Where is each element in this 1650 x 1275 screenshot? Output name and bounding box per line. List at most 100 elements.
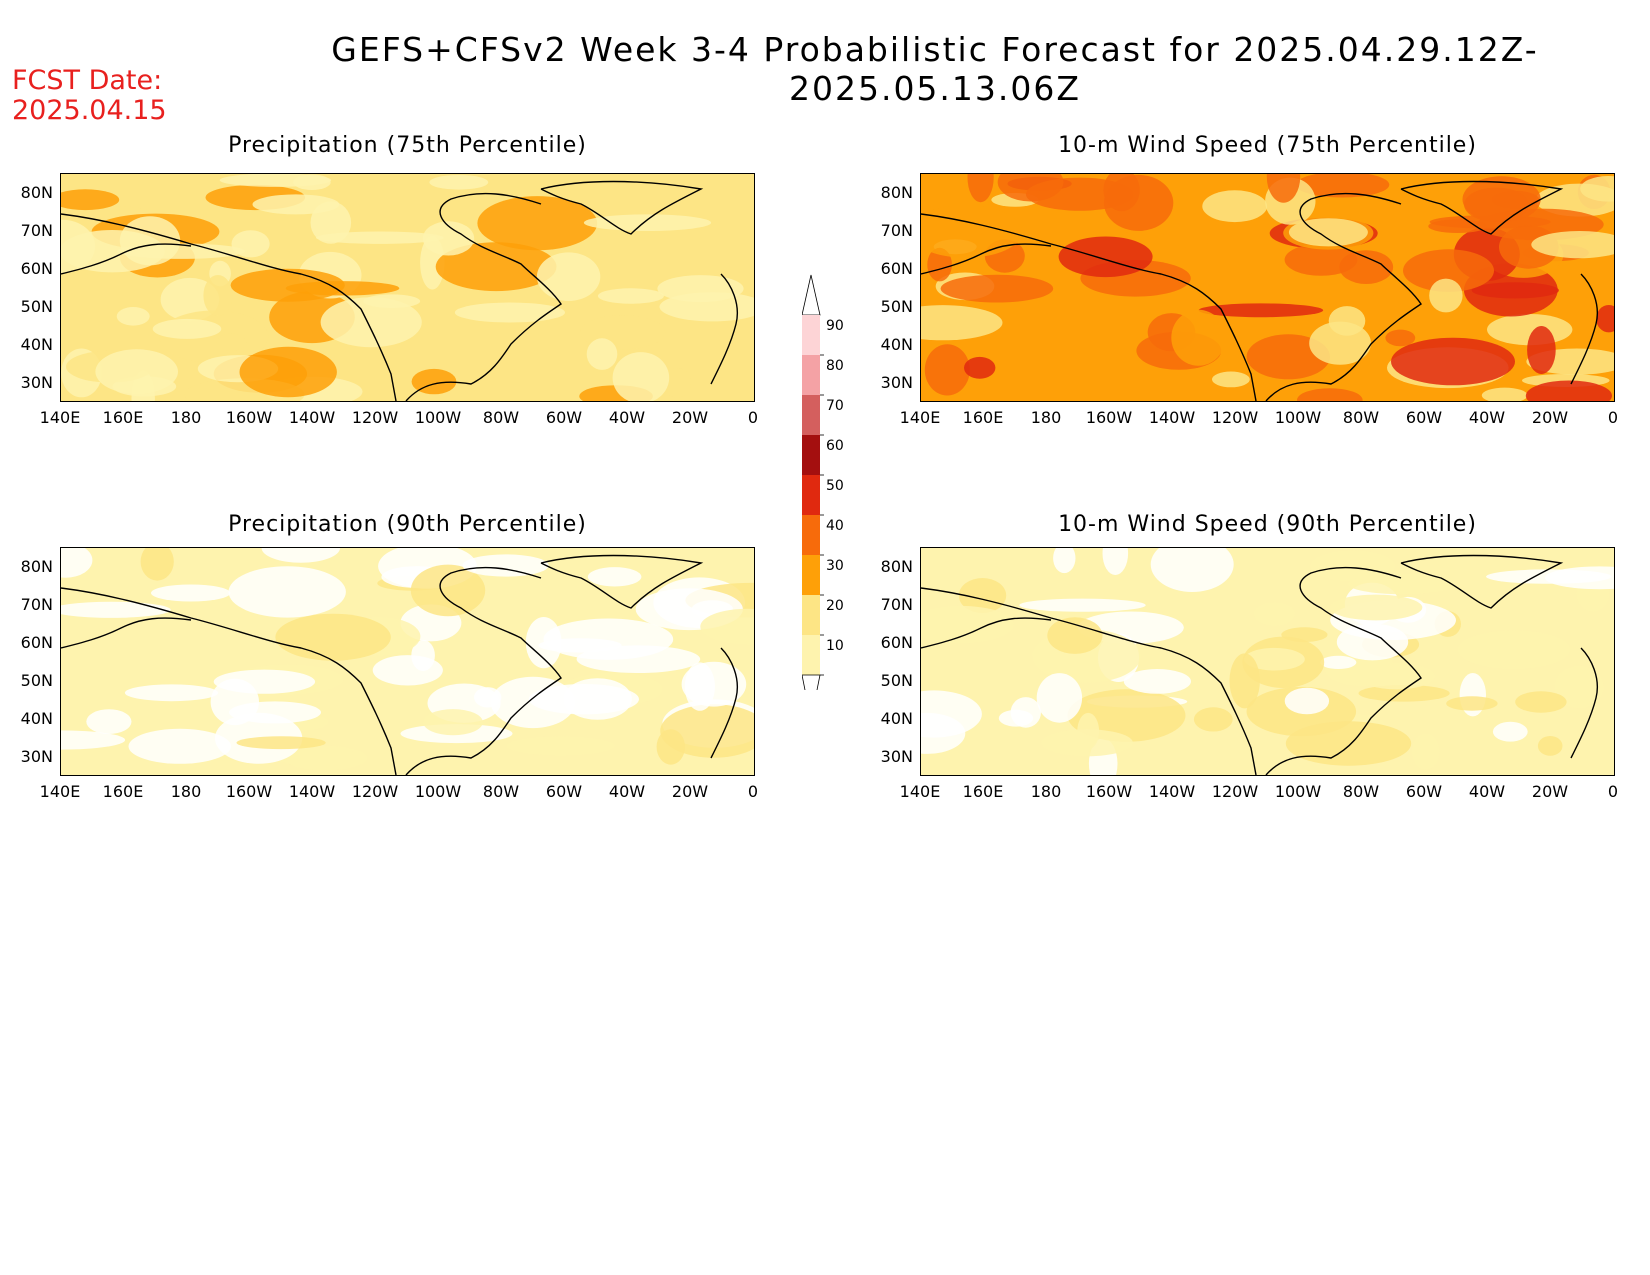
panel-title-wind-75: 10-m Wind Speed (75th Percentile) (1058, 133, 1477, 158)
contour-patch (1310, 550, 1396, 582)
contour-patch (1403, 249, 1494, 292)
contour-patch (921, 690, 982, 738)
lon-label: 20W (671, 782, 709, 801)
lon-label: 140W (1148, 782, 1196, 801)
lat-label: 70N (20, 595, 53, 614)
coastline (921, 180, 1598, 401)
contour-patch (597, 288, 664, 304)
contour-patch (320, 297, 422, 348)
contour-patch (61, 548, 93, 578)
contour-patch (1525, 380, 1612, 401)
lon-label: 180 (170, 408, 202, 427)
fcst-label: FCST Date: (12, 65, 163, 96)
colorbar-label: 30 (826, 558, 844, 574)
fcst-date-block: FCST Date: 2025.04.15 (12, 66, 167, 126)
lat-label: 80N (20, 183, 53, 202)
contour-patch (921, 305, 1003, 341)
contour-patch (1309, 321, 1371, 365)
contour-patch (1527, 326, 1556, 374)
contour-patch (1248, 269, 1290, 285)
lat-label: 70N (880, 595, 913, 614)
colorbar-segment (802, 315, 820, 355)
contour-patch (657, 275, 744, 303)
contour-patch (927, 247, 952, 282)
lon-label: 160E (962, 408, 1004, 427)
contour-patch (429, 175, 489, 190)
contour-patch (536, 252, 601, 301)
lon-label: 160E (962, 782, 1004, 801)
map-wind-90 (920, 547, 1615, 776)
contour-patch (239, 346, 337, 398)
contour-patch (1058, 236, 1153, 278)
contour-patch (252, 194, 340, 215)
lat-label: 40N (880, 709, 913, 728)
lat-label: 60N (880, 633, 913, 652)
contour-patch (1411, 733, 1440, 770)
lat-label: 60N (20, 633, 53, 652)
contour-patch (506, 736, 615, 756)
contour-patch (663, 368, 692, 398)
contour-patch (275, 613, 391, 661)
lon-label: 100W (414, 408, 462, 427)
lon-label: 140E (39, 408, 81, 427)
lon-label: 60W (545, 408, 583, 427)
contour-patch (61, 601, 171, 618)
lon-label: 160W (225, 408, 273, 427)
contour-patch (1202, 190, 1268, 223)
contour-patch (1481, 387, 1528, 401)
contour-patch (86, 709, 132, 734)
lon-label: 80W (1342, 782, 1380, 801)
colorbar (802, 274, 824, 690)
lon-label: 80W (1342, 408, 1380, 427)
lon-label: 180 (1030, 408, 1062, 427)
contour-patch (1428, 219, 1487, 233)
colorbar-segment (802, 355, 820, 395)
contour-patch (372, 655, 443, 686)
contour-patch (1347, 573, 1455, 595)
lon-label: 100W (1274, 782, 1322, 801)
colorbar-segment (802, 515, 820, 555)
lon-label: 140E (899, 408, 941, 427)
lat-label: 50N (20, 671, 53, 690)
contour-patch (1295, 174, 1390, 198)
contour-patch (316, 231, 444, 244)
contour-patch (61, 730, 126, 750)
lat-label: 30N (880, 373, 913, 392)
lat-label: 80N (880, 557, 913, 576)
lon-label: 60W (1405, 782, 1443, 801)
lat-label: 50N (880, 297, 913, 316)
colorbar-label: 20 (826, 598, 844, 614)
fcst-date: 2025.04.15 (12, 95, 167, 126)
lon-label: 180 (1030, 782, 1062, 801)
contour-patch (1047, 617, 1103, 654)
contour-patch (1391, 337, 1515, 386)
contour-patch (1596, 305, 1614, 333)
contour-patch (1103, 174, 1140, 212)
contour-patch (1123, 669, 1191, 694)
contour-patch (422, 221, 475, 256)
contour-patch (1019, 598, 1146, 612)
contour-patch (684, 662, 716, 711)
lon-label: 140E (39, 782, 81, 801)
contour-patch (1464, 187, 1529, 222)
panel-title-precip-75: Precipitation (75th Percentile) (228, 133, 587, 158)
contour-patch (543, 618, 674, 660)
lat-label: 50N (880, 671, 913, 690)
contour-patch (1329, 594, 1423, 621)
contour-patch (124, 684, 219, 702)
contour-patch (1446, 696, 1498, 711)
contour-patch (116, 307, 150, 326)
contour-patch (128, 728, 232, 764)
colorbar-segment (802, 435, 820, 475)
contour-patch (1492, 721, 1528, 742)
contour-patch (1266, 174, 1301, 203)
lon-label: 140E (899, 782, 941, 801)
lon-label: 160W (1085, 782, 1133, 801)
lon-label: 0 (1607, 782, 1619, 801)
contour-patch (1102, 548, 1129, 575)
contour-patch (1198, 303, 1324, 318)
contour-patch (924, 344, 970, 396)
colorbar-segment (802, 555, 820, 595)
contour-patch (1036, 673, 1083, 723)
contour-patch (410, 564, 486, 617)
